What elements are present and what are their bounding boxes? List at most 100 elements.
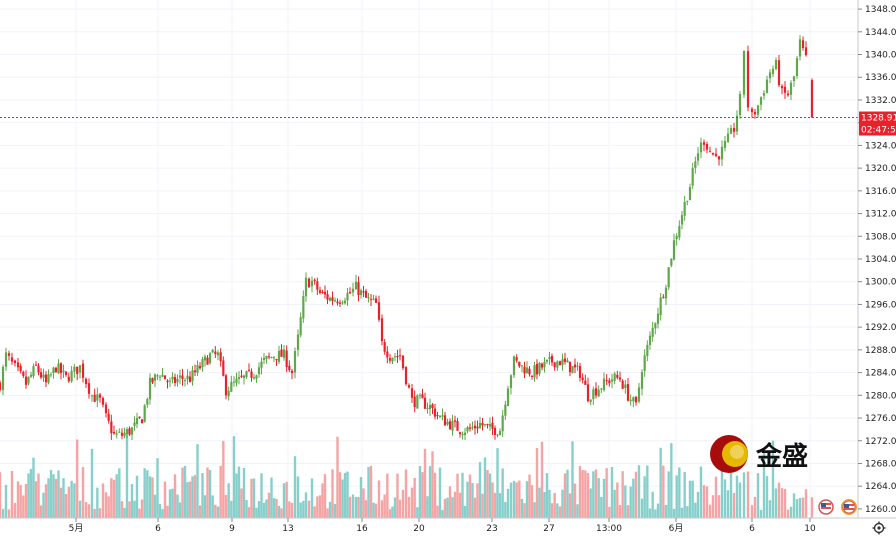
- candle: [624, 379, 627, 394]
- volume-bar: [39, 505, 43, 518]
- volume-bar: [383, 494, 386, 518]
- candle: [407, 383, 411, 389]
- candle: [250, 368, 253, 382]
- volume-bar: [686, 506, 689, 518]
- volume-bar: [323, 474, 327, 518]
- candle: [288, 360, 291, 373]
- y-tick-label: 1340.00: [865, 51, 896, 61]
- volume-bar: [478, 462, 482, 518]
- time-axis[interactable]: 5月 6 9 13 16 20 23 27 13:00 6月 6 10: [69, 518, 816, 534]
- volume-bar: [235, 473, 238, 518]
- volume-bar: [699, 466, 703, 518]
- volume-bar: [188, 481, 192, 518]
- volume-bar: [401, 489, 405, 518]
- volume-bar: [110, 478, 113, 518]
- volume-bar: [637, 465, 641, 518]
- volume-bar: [391, 506, 394, 518]
- volume-bar: [181, 467, 184, 518]
- volume-bar: [667, 471, 670, 518]
- volume-bar: [398, 499, 402, 518]
- volume-bar: [211, 495, 214, 518]
- volume-bar: [608, 506, 611, 518]
- volume-bar: [359, 477, 363, 518]
- volume-bar: [753, 496, 757, 518]
- candle: [643, 349, 646, 377]
- y-tick-label: 1272.00: [865, 437, 896, 447]
- candle: [594, 382, 598, 399]
- volume-bar: [616, 482, 619, 518]
- countdown-badge: 02:47:59: [859, 123, 896, 136]
- volume-bar: [648, 508, 652, 518]
- candle: [125, 427, 129, 439]
- candle: [359, 288, 363, 299]
- us-flag-icon[interactable]: [841, 499, 857, 515]
- candle: [573, 358, 577, 373]
- candle: [605, 374, 608, 386]
- volume-bar: [678, 467, 681, 518]
- volume-bar: [786, 509, 790, 518]
- volume-bar: [386, 473, 389, 518]
- candle: [104, 402, 108, 418]
- volume-bar: [27, 473, 30, 518]
- candle: [7, 350, 11, 361]
- volume-bar: [594, 469, 598, 518]
- candle: [441, 408, 444, 421]
- volume-bar: [372, 502, 375, 518]
- volume-bar: [123, 507, 126, 518]
- candle: [600, 387, 603, 394]
- candle: [153, 373, 157, 388]
- candle: [656, 307, 660, 329]
- volume-bar: [481, 493, 484, 518]
- candle: [493, 425, 497, 440]
- volume-bar: [232, 436, 236, 518]
- candle: [383, 338, 386, 355]
- volume-bar: [586, 473, 590, 518]
- y-tick-label: 1312.00: [865, 210, 896, 220]
- y-tick-label: 1320.00: [865, 164, 896, 174]
- volume-bar: [219, 465, 222, 518]
- candle: [530, 374, 534, 380]
- candle: [680, 210, 684, 230]
- candle: [446, 418, 449, 426]
- candle: [592, 386, 595, 405]
- volume-bar: [151, 477, 154, 518]
- volume-bar: [4, 484, 8, 518]
- volume-bar: [528, 474, 531, 518]
- volume-bar: [138, 508, 141, 518]
- candle: [735, 110, 739, 135]
- volume-bar: [443, 498, 447, 518]
- volume-bar: [76, 439, 79, 518]
- volume-bar: [404, 469, 408, 518]
- volume-bar: [581, 470, 584, 518]
- volume-bar: [783, 488, 787, 518]
- volume-bar: [1, 509, 5, 518]
- volume-bar: [656, 503, 660, 518]
- us-flag-icon[interactable]: [818, 499, 834, 515]
- volume-bar: [810, 497, 814, 518]
- volume-bar: [463, 505, 467, 518]
- volume-bar: [354, 496, 358, 518]
- volume-bar: [451, 497, 454, 518]
- volume-bar: [120, 501, 124, 518]
- volume-bar: [634, 471, 638, 518]
- candle: [140, 418, 144, 424]
- x-tick-label: 13: [282, 524, 293, 534]
- candle: [242, 374, 246, 385]
- candle: [597, 385, 600, 398]
- volume-bar: [272, 498, 276, 518]
- candle: [267, 352, 271, 360]
- candle: [646, 340, 649, 362]
- volume-bar: [561, 489, 564, 518]
- volume-bar: [488, 473, 492, 518]
- volume-bar: [10, 470, 14, 518]
- candle: [351, 282, 355, 297]
- candle: [786, 90, 790, 97]
- volume-bar: [125, 435, 129, 518]
- settings-gear-icon[interactable]: [872, 521, 886, 535]
- price-axis[interactable]: 1260.00 1264.00 1268.00 1272.00 1276.00 1280.…: [0, 0, 896, 519]
- volume-bar: [421, 472, 424, 518]
- candle: [686, 200, 689, 206]
- volume-bar: [206, 467, 209, 518]
- volume-bar: [0, 472, 2, 518]
- candle: [421, 388, 424, 399]
